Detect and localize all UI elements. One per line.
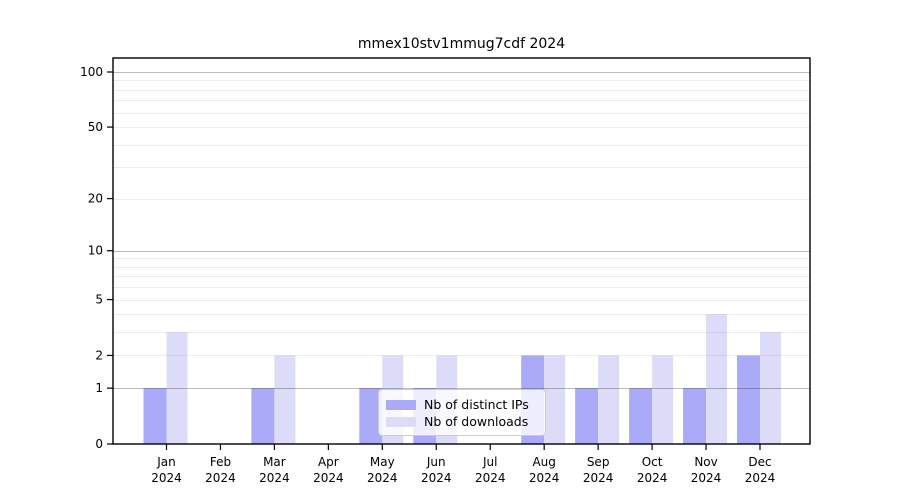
x-tick-label-year: 2024: [475, 471, 506, 485]
y-tick-label: 20: [88, 192, 103, 206]
bar-distinct-ips: [575, 388, 599, 444]
x-tick-label-year: 2024: [583, 471, 614, 485]
x-tick-label-year: 2024: [691, 471, 722, 485]
y-tick-label: 1: [95, 381, 103, 395]
y-tick-label: 50: [88, 120, 103, 134]
legend-label-distinct-ips: Nb of distinct IPs: [424, 397, 529, 412]
x-tick-label-year: 2024: [205, 471, 236, 485]
bar-distinct-ips: [251, 388, 275, 444]
y-tick-label: 100: [80, 65, 103, 79]
y-tick-label: 5: [95, 293, 103, 307]
legend-label-downloads: Nb of downloads: [424, 414, 529, 429]
x-tick-label-year: 2024: [745, 471, 776, 485]
y-tick-label: 10: [88, 244, 103, 258]
bar-distinct-ips: [737, 355, 760, 444]
x-tick-label-year: 2024: [259, 471, 290, 485]
x-tick-label-month: Sep: [587, 455, 610, 469]
x-tick-label-month: Mar: [263, 455, 286, 469]
x-tick-label-month: Oct: [642, 455, 663, 469]
legend: Nb of distinct IPs Nb of downloads: [378, 389, 546, 436]
y-tick-label: 2: [95, 348, 103, 362]
bar-downloads: [598, 355, 620, 444]
x-tick-label-year: 2024: [421, 471, 452, 485]
bar-distinct-ips: [359, 388, 383, 444]
bar-downloads: [652, 355, 674, 444]
x-tick-label-month: Jul: [482, 455, 497, 469]
legend-entry-downloads: Nb of downloads: [386, 414, 535, 429]
bar-downloads: [274, 355, 296, 444]
x-tick-label-month: Aug: [532, 455, 555, 469]
bar-downloads: [544, 355, 566, 444]
x-tick-label-month: Feb: [210, 455, 231, 469]
x-tick-label-year: 2024: [529, 471, 560, 485]
bar-downloads: [166, 332, 188, 444]
legend-swatch-distinct-ips: [386, 399, 416, 410]
bar-distinct-ips: [683, 388, 707, 444]
legend-swatch-downloads: [386, 416, 416, 427]
bar-distinct-ips: [629, 388, 653, 444]
x-tick-label-month: Jan: [156, 455, 176, 469]
x-tick-label-year: 2024: [367, 471, 398, 485]
x-tick-label-month: Jun: [426, 455, 446, 469]
bar-downloads: [706, 314, 728, 444]
x-tick-label-month: May: [370, 455, 395, 469]
x-tick-label-year: 2024: [313, 471, 344, 485]
x-tick-label-month: Dec: [748, 455, 771, 469]
x-tick-label-year: 2024: [637, 471, 668, 485]
x-tick-label-year: 2024: [151, 471, 182, 485]
bar-distinct-ips: [143, 388, 167, 444]
legend-entry-distinct-ips: Nb of distinct IPs: [386, 397, 535, 412]
bar-downloads: [760, 332, 781, 444]
chart-title: mmex10stv1mmug7cdf 2024: [357, 36, 566, 52]
x-tick-label-month: Nov: [694, 455, 717, 469]
y-tick-label: 0: [95, 437, 103, 451]
x-tick-label-month: Apr: [318, 455, 339, 469]
